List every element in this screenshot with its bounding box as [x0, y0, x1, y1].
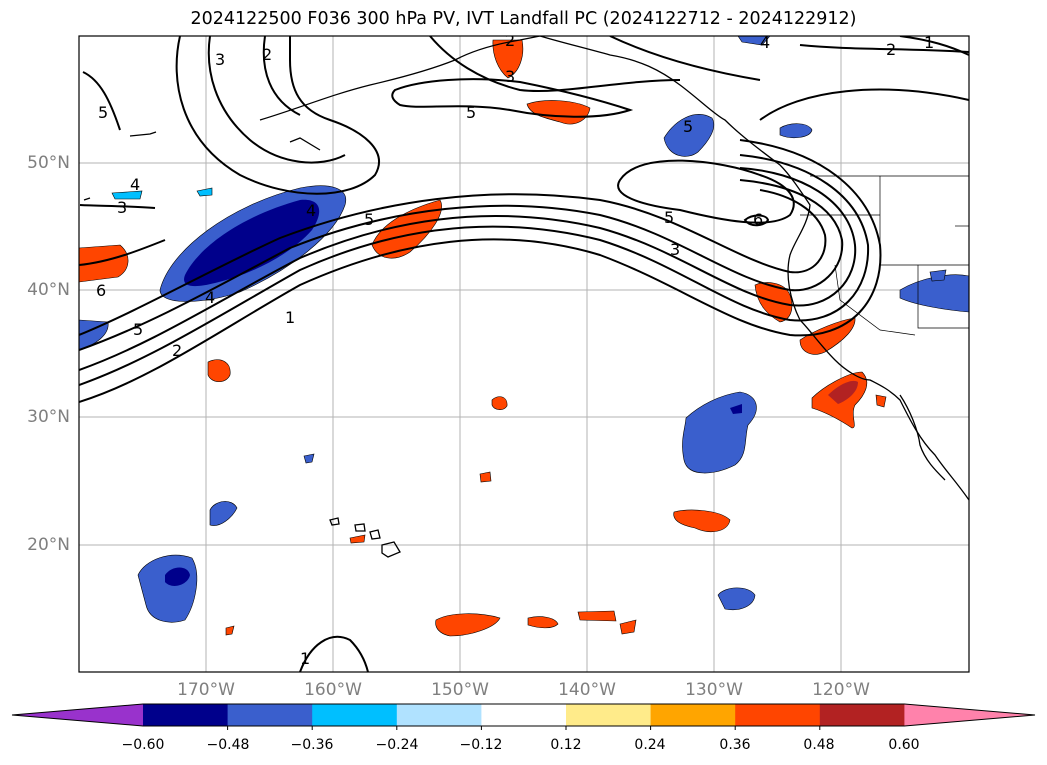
contour-labels: 2 3 2 1 4 5 5 5 4 3 4 6 5 6 3 5 6 4 5 2 …: [96, 31, 934, 668]
contour-label: 4: [130, 175, 140, 194]
colorbar-extend-min: [12, 704, 143, 726]
contour-label: 5: [664, 208, 674, 227]
contour-label: 6: [753, 210, 763, 229]
colorbar-tick-label: 0.60: [888, 737, 920, 753]
positive-anomaly-fills: [79, 39, 887, 637]
colorbar-extend-max: [904, 704, 1035, 726]
colorbar-tick-label: −0.36: [290, 737, 334, 753]
contour-label: 1: [285, 308, 295, 327]
contour-label: 5: [98, 103, 108, 122]
colorbar-outline: [11, 703, 1036, 727]
colorbar-tick-label: −0.24: [375, 737, 419, 753]
negative-anomaly-fills: [79, 36, 969, 623]
lat-label: 40°N: [27, 280, 70, 300]
colorbar-tick-label: −0.60: [121, 737, 165, 753]
contour-label: 2: [886, 40, 896, 59]
colorbar-swatch: [396, 704, 482, 726]
colorbar-swatch: [227, 704, 313, 726]
map-background: [79, 36, 969, 672]
colorbar-swatch: [735, 704, 821, 726]
lon-label: 160°W: [304, 680, 362, 700]
contour-label: 2: [262, 45, 272, 64]
contour-label: 2: [172, 341, 182, 360]
pv-contours: [79, 36, 969, 672]
colorbar-swatch: [566, 704, 652, 726]
contour-label: 2: [505, 31, 515, 50]
lat-label: 20°N: [27, 535, 70, 555]
colorbar-tick-label: −0.12: [459, 737, 503, 753]
contour-label: 1: [924, 33, 934, 52]
map-title: 2024122500 F036 300 hPa PV, IVT Landfall…: [190, 9, 857, 29]
lon-label: 130°W: [685, 680, 743, 700]
contour-label: 4: [205, 288, 215, 307]
colorbar-swatch: [481, 704, 567, 726]
coastlines: [83, 36, 969, 558]
lon-label: 120°W: [812, 680, 870, 700]
map-frame: [78, 35, 970, 673]
contour-label: 3: [505, 67, 515, 86]
lon-label: 170°W: [177, 680, 235, 700]
contour-label: 1: [300, 649, 310, 668]
contour-label: 3: [117, 198, 127, 217]
colorbar-swatch: [143, 704, 229, 726]
lon-label: 140°W: [558, 680, 616, 700]
map-gridlines: [79, 36, 969, 672]
colorbar-swatch: [650, 704, 736, 726]
contour-label: 3: [215, 50, 225, 69]
contour-label: 4: [760, 33, 770, 52]
lat-label: 50°N: [27, 153, 70, 173]
lon-label: 150°W: [431, 680, 489, 700]
contour-label: 5: [133, 320, 143, 339]
lat-label: 30°N: [27, 407, 70, 427]
colorbar-swatch: [312, 704, 398, 726]
contour-label: 3: [670, 240, 680, 259]
colorbar: [11, 703, 1036, 730]
contour-label: 5: [364, 210, 374, 229]
colorbar-tick-label: 0.24: [634, 737, 666, 753]
colorbar-swatch: [819, 704, 905, 726]
colorbar-tick-label: 0.36: [719, 737, 751, 753]
contour-label: 5: [466, 103, 476, 122]
contour-label: 4: [306, 201, 316, 220]
colorbar-tick-label: 0.48: [803, 737, 835, 753]
colorbar-tick-label: 0.12: [550, 737, 582, 753]
contour-label: 6: [96, 281, 106, 300]
contour-label: 5: [683, 117, 693, 136]
colorbar-tick-label: −0.48: [206, 737, 250, 753]
